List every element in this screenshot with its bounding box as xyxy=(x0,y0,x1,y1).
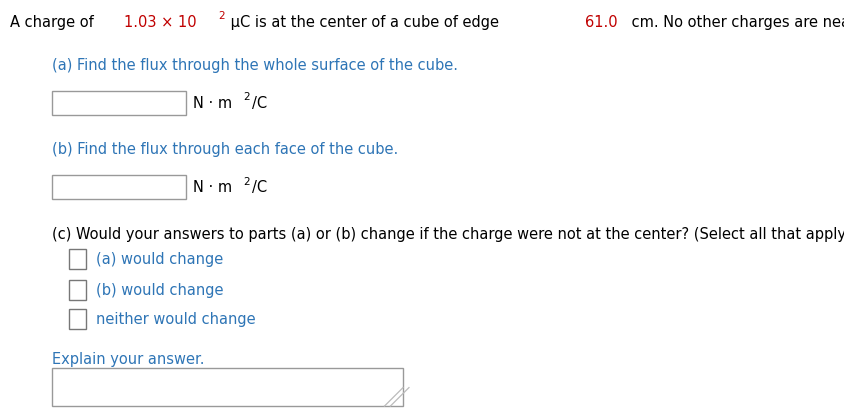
Text: 2: 2 xyxy=(218,12,225,21)
Text: A charge of: A charge of xyxy=(10,15,99,30)
FancyBboxPatch shape xyxy=(69,309,86,329)
Text: (b) would change: (b) would change xyxy=(96,283,224,298)
Text: 1.03 × 10: 1.03 × 10 xyxy=(124,15,197,30)
Text: μC is at the center of a cube of edge: μC is at the center of a cube of edge xyxy=(226,15,504,30)
Text: N · m: N · m xyxy=(192,180,231,195)
FancyBboxPatch shape xyxy=(52,91,186,115)
Text: (c) Would your answers to parts (a) or (b) change if the charge were not at the : (c) Would your answers to parts (a) or (… xyxy=(52,227,844,242)
FancyBboxPatch shape xyxy=(69,249,86,269)
FancyBboxPatch shape xyxy=(69,280,86,300)
Text: /C: /C xyxy=(252,180,267,195)
FancyBboxPatch shape xyxy=(52,175,186,199)
Text: /C: /C xyxy=(252,96,267,111)
Text: 2: 2 xyxy=(243,92,250,102)
Text: (b) Find the flux through each face of the cube.: (b) Find the flux through each face of t… xyxy=(52,142,398,157)
Text: neither would change: neither would change xyxy=(96,312,256,327)
Text: cm. No other charges are nearby.: cm. No other charges are nearby. xyxy=(626,15,844,30)
Text: 61.0: 61.0 xyxy=(584,15,617,30)
Text: Explain your answer.: Explain your answer. xyxy=(52,352,204,367)
Text: N · m: N · m xyxy=(192,96,231,111)
Text: (a) would change: (a) would change xyxy=(96,252,224,267)
Text: (a) Find the flux through the whole surface of the cube.: (a) Find the flux through the whole surf… xyxy=(52,58,457,73)
FancyBboxPatch shape xyxy=(52,368,403,406)
Text: 2: 2 xyxy=(243,177,250,187)
